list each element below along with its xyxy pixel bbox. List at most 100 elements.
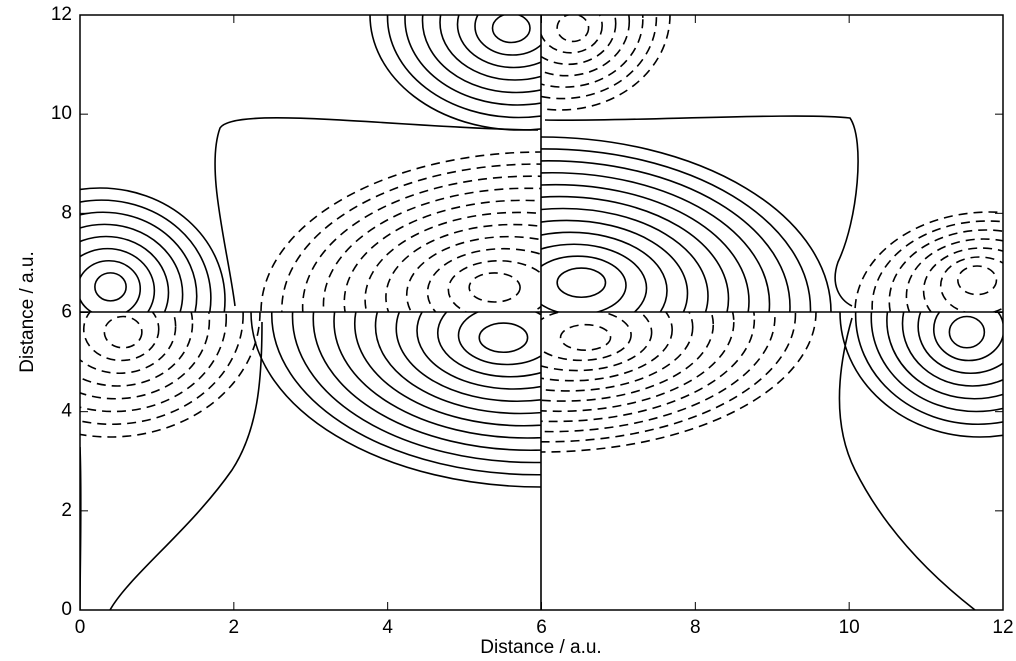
contour-line (939, 256, 1003, 312)
contour-line (917, 312, 1003, 375)
contour-line (541, 183, 750, 312)
contour-line (291, 312, 541, 464)
contour-lobe (854, 211, 1003, 312)
contour-line (854, 211, 1003, 312)
contour-line (447, 260, 541, 312)
contour-line (322, 187, 541, 312)
contour-line (80, 259, 142, 312)
contour-line (541, 312, 673, 382)
contour-line (541, 171, 771, 312)
contour-line (932, 312, 1003, 362)
contour-line (436, 312, 541, 378)
contour-line (80, 312, 228, 413)
contour-line (541, 312, 632, 362)
contour-line (80, 187, 226, 312)
contour-line (541, 219, 689, 312)
x-tick-label: 2 (229, 617, 240, 638)
contour-line (541, 312, 776, 433)
contour-line (369, 15, 541, 131)
contour-line (214, 117, 539, 307)
y-tick-label: 12 (51, 4, 72, 25)
contour-line (541, 312, 694, 392)
contour-line (404, 15, 541, 106)
contour-line (541, 255, 627, 312)
contour-line (103, 315, 143, 349)
contour-line (541, 312, 735, 413)
y-tick-label: 4 (61, 401, 72, 422)
contour-line (80, 223, 184, 312)
x-axis-label: Distance / a.u. (480, 637, 601, 658)
contour-line (541, 15, 658, 100)
contour-line (541, 312, 756, 423)
contour-line (541, 15, 671, 111)
contour-line (905, 238, 1003, 312)
contour-line (559, 323, 612, 351)
y-axis-label: Distance / a.u. (17, 251, 38, 372)
contour-line (541, 160, 791, 312)
contour-line (491, 15, 531, 44)
x-tick-label: 4 (382, 617, 393, 638)
contour-line (80, 312, 194, 387)
x-tick-label: 0 (75, 617, 86, 638)
contour-lobe (369, 15, 541, 131)
x-tick-label: 6 (536, 617, 547, 638)
contour-line (80, 312, 211, 400)
contour-line (385, 223, 541, 312)
contour-line (541, 312, 653, 372)
contour-lobe (541, 136, 832, 312)
contour-line (405, 235, 541, 312)
contour-line (541, 312, 715, 402)
contour-lobe (250, 312, 541, 488)
contour-line (541, 148, 812, 312)
y-tick-label: 8 (61, 202, 72, 223)
contour-line (80, 211, 198, 312)
contour-lobe (80, 187, 226, 312)
contour-line (541, 207, 709, 312)
contour-line (556, 267, 607, 299)
x-tick-label: 8 (690, 617, 701, 638)
contour-line (541, 15, 603, 54)
contour-line (468, 272, 521, 303)
contour-line (544, 115, 859, 307)
contour-line (426, 247, 541, 312)
contour-line (439, 15, 541, 81)
contour-line (364, 211, 541, 312)
contour-lobe (260, 151, 541, 312)
contour-line (886, 312, 1003, 400)
contour-line (888, 229, 1003, 312)
contour-line (871, 220, 1003, 312)
contour-line (541, 15, 617, 66)
contour-line (80, 199, 212, 312)
x-tick-label: 12 (992, 617, 1013, 638)
contour-line (395, 312, 541, 403)
contour-line (80, 312, 177, 375)
contour-line (541, 231, 668, 312)
y-tick-label: 6 (61, 302, 72, 323)
contour-lobe (80, 312, 261, 438)
contour-line (80, 312, 261, 438)
contour-line (474, 15, 541, 56)
contour-line (312, 312, 541, 452)
contour-line (333, 312, 541, 439)
y-tick-label: 10 (51, 103, 72, 124)
contour-line (478, 322, 529, 354)
contour-line (456, 15, 541, 69)
contour-line (416, 312, 541, 390)
contour-line (80, 247, 156, 312)
contour-line (80, 312, 244, 426)
contour-line (948, 315, 986, 349)
contour-line (839, 312, 1003, 438)
contour-line (901, 312, 1003, 387)
contour-line (556, 15, 590, 43)
contour-line (957, 265, 998, 296)
contour-line (354, 312, 541, 427)
y-tick-label: 0 (61, 599, 72, 620)
contour-plot (80, 15, 1003, 610)
contour-line (109, 321, 263, 610)
contour-line (301, 175, 541, 312)
contour-line (922, 247, 1003, 312)
contour-lobe (541, 312, 817, 453)
contour-lobe (541, 15, 671, 111)
contour-line (457, 312, 541, 366)
